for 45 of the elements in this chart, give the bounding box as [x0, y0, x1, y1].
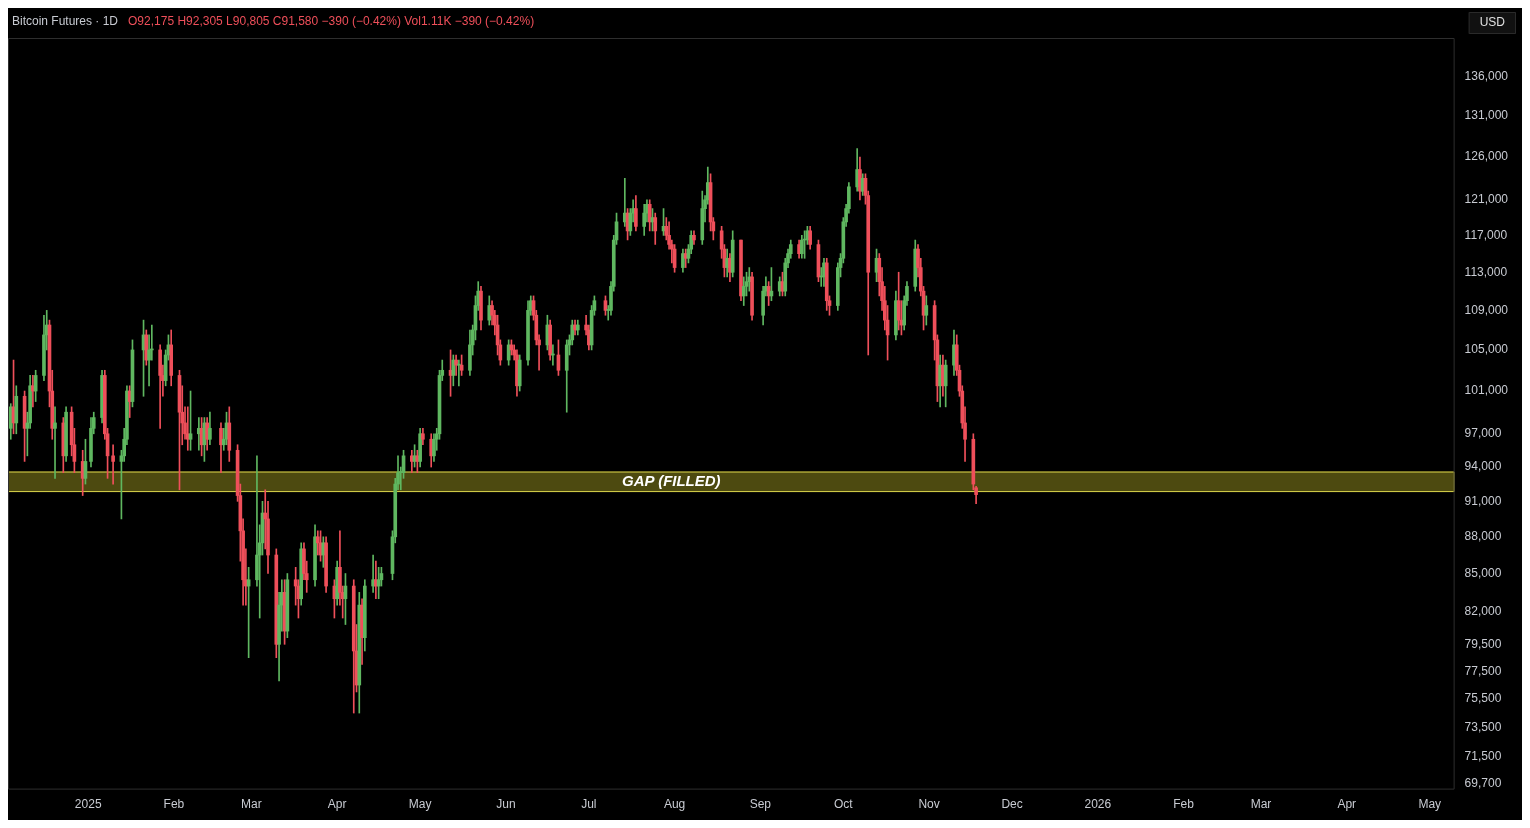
x-tick-label: Sep	[749, 797, 772, 812]
x-tick-label: Jun	[496, 797, 516, 812]
y-axis-title: USD	[1479, 15, 1506, 30]
y-tick-label: 94,000	[1464, 459, 1502, 474]
y-tick-label: 121,000	[1464, 192, 1509, 207]
y-tick-label: 79,500	[1464, 636, 1502, 651]
y-tick-label: 136,000	[1464, 68, 1509, 83]
y-tick-label: 126,000	[1464, 149, 1509, 164]
x-tick-label: 2025	[74, 797, 102, 812]
y-tick-label: 69,700	[1464, 775, 1502, 790]
y-tick-label: 91,000	[1464, 493, 1502, 508]
x-tick-label: Apr	[1337, 797, 1357, 812]
y-tick-label: 105,000	[1464, 342, 1509, 357]
y-tick-label: 77,500	[1464, 663, 1502, 678]
y-tick-label: 117,000	[1464, 227, 1508, 242]
y-tick-label: 75,500	[1464, 691, 1502, 706]
candlestick	[53, 406, 57, 479]
x-tick-label: Mar	[241, 797, 262, 812]
y-tick-label: 109,000	[1464, 302, 1509, 317]
x-tick-label: Feb	[163, 797, 185, 812]
chart-subtitle: O92,175 H92,305 L90,805 C91,580 −390 (−0.42%) Vol1.11K −390 (−0.42%)	[128, 14, 535, 29]
x-tick-label: Apr	[327, 797, 347, 812]
chart-title: Bitcoin Futures · 1D	[12, 14, 119, 29]
y-tick-label: 82,000	[1464, 603, 1502, 618]
y-tick-label: 131,000	[1464, 108, 1509, 123]
x-tick-label: Oct	[834, 797, 854, 812]
x-tick-label: May	[408, 797, 432, 812]
y-tick-label: 113,000	[1464, 264, 1508, 279]
y-tick-label: 97,000	[1464, 426, 1502, 441]
x-tick-label: Dec	[1001, 797, 1023, 812]
y-tick-label: 85,000	[1464, 565, 1502, 580]
y-tick-label: 88,000	[1464, 529, 1502, 544]
x-tick-label: May	[1418, 797, 1442, 812]
y-tick-label: 73,500	[1464, 719, 1502, 734]
y-tick-label: 101,000	[1464, 383, 1509, 398]
x-tick-label: Jul	[581, 797, 597, 812]
candlestick	[454, 354, 458, 376]
x-tick-label: 2026	[1084, 797, 1112, 812]
x-tick-label: Aug	[663, 797, 686, 812]
y-tick-label: 71,500	[1464, 748, 1502, 763]
band-label: GAP (FILLED)	[622, 471, 721, 489]
x-tick-label: Nov	[918, 797, 940, 812]
candlestick	[111, 444, 115, 485]
x-tick-label: Feb	[1173, 797, 1195, 812]
x-tick-label: Mar	[1250, 797, 1272, 812]
